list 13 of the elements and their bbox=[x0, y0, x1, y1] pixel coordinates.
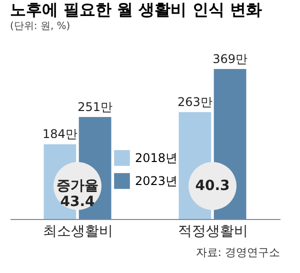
chart-subtitle: (단위: 원, %) bbox=[10, 21, 70, 32]
data-label: 263만 bbox=[177, 95, 212, 110]
annotation: 40.3 bbox=[195, 178, 230, 194]
x-tick-label: 최소생활비 bbox=[43, 224, 113, 240]
legend-label: 2023년 bbox=[135, 174, 178, 188]
x-tick-label: 적정생활비 bbox=[178, 224, 248, 240]
data-label: 251만 bbox=[78, 100, 113, 114]
annotation: 증가율 43.4 bbox=[56, 178, 98, 210]
data-label: 369만 bbox=[212, 52, 248, 66]
chart-title: 노후에 필요한 월 생활비 인식 변화 bbox=[10, 0, 262, 19]
legend-label: 2018년 bbox=[135, 151, 178, 165]
data-label: 184만 bbox=[42, 127, 78, 142]
text: 자료: 경영연구소 bbox=[196, 246, 280, 259]
